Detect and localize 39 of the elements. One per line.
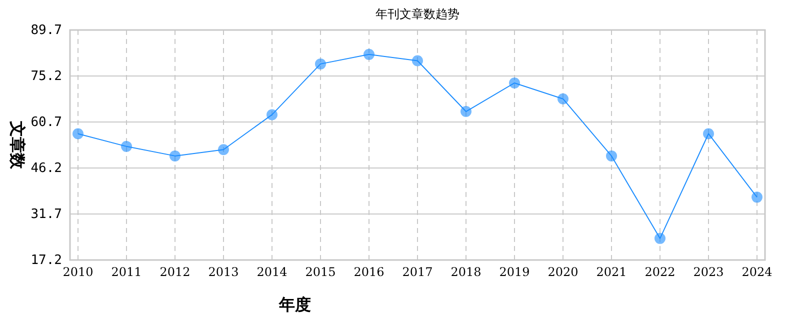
x-tick-label: 2011 xyxy=(111,265,142,279)
y-tick-label: 75.2 xyxy=(30,69,62,84)
x-tick-label: 2022 xyxy=(644,265,676,279)
point xyxy=(218,144,229,156)
x-tick-label: 2012 xyxy=(160,265,190,279)
chart-title: 年刊文章数趋势 xyxy=(376,7,460,21)
point xyxy=(315,58,326,70)
point xyxy=(509,77,520,88)
point xyxy=(703,128,714,140)
point xyxy=(654,232,666,244)
x-tick-label: 2014 xyxy=(256,265,288,279)
point xyxy=(752,192,762,203)
point xyxy=(606,150,617,162)
point xyxy=(266,109,278,120)
y-tick-label: 89.7 xyxy=(30,23,62,38)
y-tick-label: 60.7 xyxy=(30,115,62,130)
x-tick-label: 2020 xyxy=(548,265,578,279)
point xyxy=(412,55,423,66)
x-tick-label: 2024 xyxy=(742,265,773,279)
point xyxy=(170,150,180,162)
x-tick-label: 2023 xyxy=(693,265,724,279)
x-tick-label: 2021 xyxy=(596,265,627,279)
point xyxy=(364,48,374,60)
x-tick-label: 2019 xyxy=(499,265,530,279)
y-axis-title: 文章数 xyxy=(8,120,27,170)
y-tick-label: 46.2 xyxy=(30,161,62,176)
x-axis-title: 年度 xyxy=(278,295,311,314)
point xyxy=(558,93,568,104)
point xyxy=(72,128,84,140)
x-tick-label: 2013 xyxy=(208,265,239,279)
point xyxy=(460,106,472,118)
point xyxy=(121,140,132,152)
x-tick-label: 2016 xyxy=(354,265,384,279)
y-tick-label: 17.2 xyxy=(30,253,62,268)
x-tick-label: 2010 xyxy=(62,265,94,279)
x-tick-label: 2017 xyxy=(402,265,433,279)
x-tick-label: 2015 xyxy=(305,265,336,279)
y-tick-label: 31.7 xyxy=(30,207,62,222)
x-tick-label: 2018 xyxy=(450,265,482,279)
